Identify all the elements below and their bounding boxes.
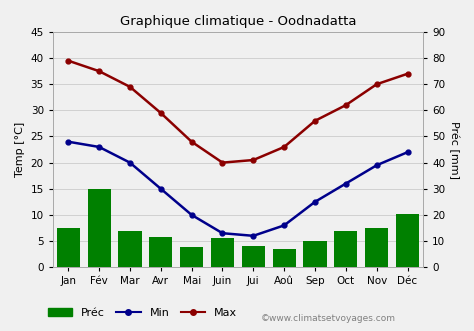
- Bar: [180, 247, 203, 267]
- Bar: [57, 228, 80, 267]
- Bar: [88, 189, 110, 267]
- Bar: [118, 231, 142, 267]
- Bar: [211, 238, 234, 267]
- Bar: [303, 241, 327, 267]
- Text: ©www.climatsetvoyages.com: ©www.climatsetvoyages.com: [261, 314, 396, 323]
- Y-axis label: Temp [°C]: Temp [°C]: [15, 122, 25, 177]
- Y-axis label: Préc [mm]: Préc [mm]: [448, 120, 459, 178]
- Bar: [242, 246, 265, 267]
- Bar: [149, 237, 173, 267]
- Bar: [396, 214, 419, 267]
- Bar: [365, 228, 388, 267]
- Bar: [273, 249, 296, 267]
- Bar: [334, 231, 357, 267]
- Title: Graphique climatique - Oodnadatta: Graphique climatique - Oodnadatta: [119, 15, 356, 28]
- Legend: Préc, Min, Max: Préc, Min, Max: [44, 303, 241, 322]
